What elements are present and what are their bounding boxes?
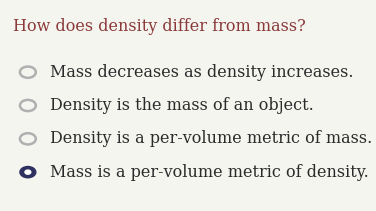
Circle shape	[25, 170, 31, 174]
Circle shape	[20, 166, 36, 178]
Text: Density is the mass of an object.: Density is the mass of an object.	[50, 97, 314, 114]
Text: Mass is a per-volume metric of density.: Mass is a per-volume metric of density.	[50, 164, 369, 181]
Text: Density is a per-volume metric of mass.: Density is a per-volume metric of mass.	[50, 130, 372, 147]
Text: How does density differ from mass?: How does density differ from mass?	[13, 18, 306, 35]
Text: Mass decreases as density increases.: Mass decreases as density increases.	[50, 64, 353, 81]
